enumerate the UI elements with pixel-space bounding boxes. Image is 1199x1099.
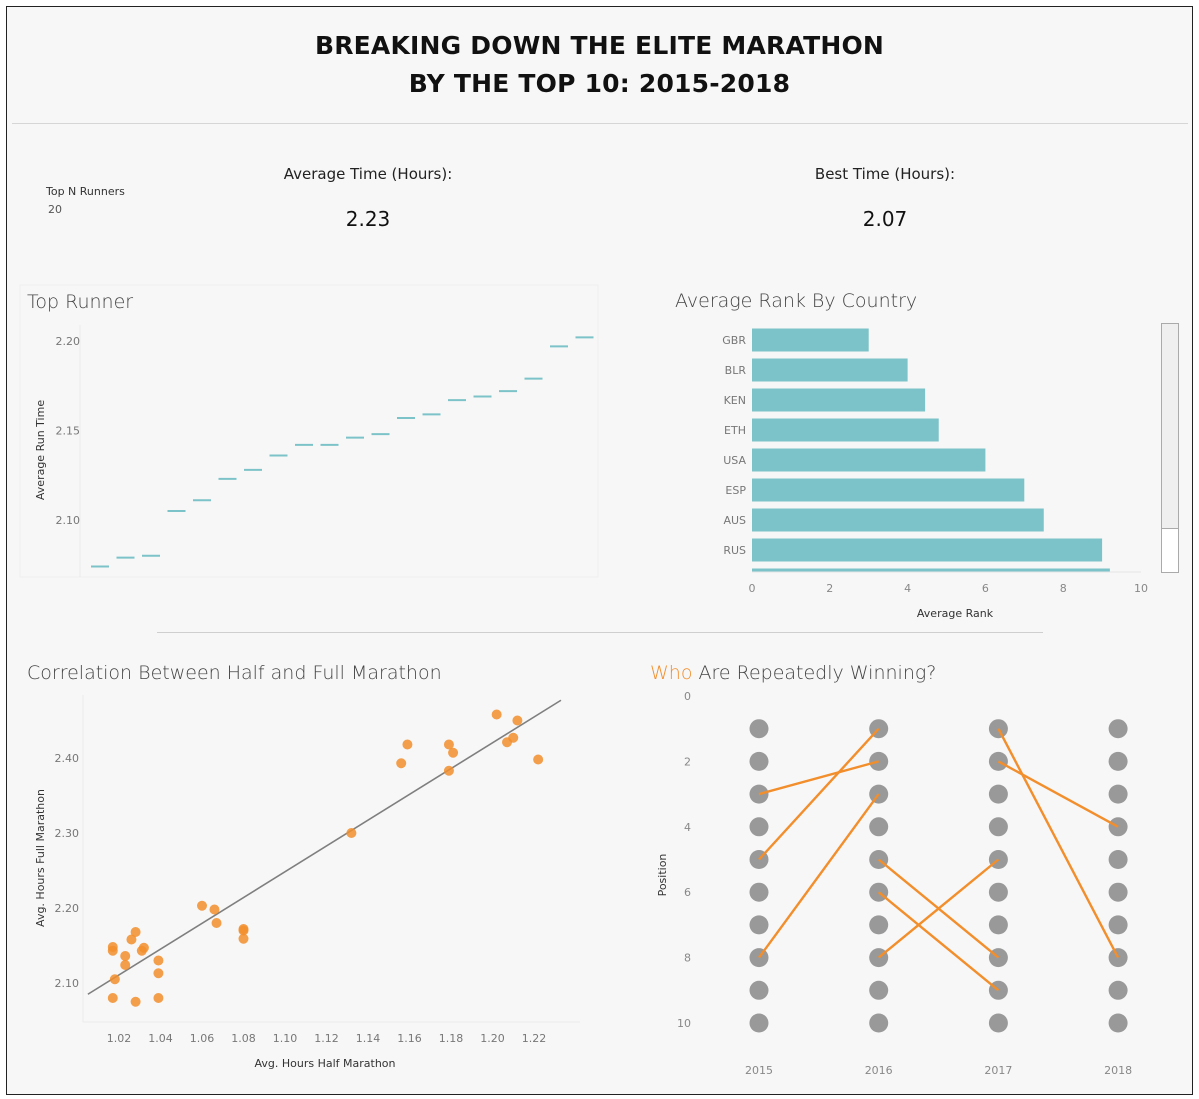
title-rest: Are Repeatedly Winning? <box>692 662 937 684</box>
dashboard-title-line2: BY THE TOP 10: 2015-2018 <box>408 69 791 98</box>
correlation-title: Correlation Between Half and Full Marath… <box>27 662 442 684</box>
best-time-label: Best Time (Hours): <box>814 165 956 183</box>
top-n-filter-value[interactable]: 20 <box>48 203 62 216</box>
divider <box>12 123 1188 124</box>
dashboard-title-line1: BREAKING DOWN THE ELITE MARATHON <box>314 31 885 60</box>
top-runner-title: Top Runner <box>27 291 134 313</box>
avg-time-value: 2.23 <box>345 207 391 231</box>
avg-time-label: Average Time (Hours): <box>283 165 453 183</box>
top-n-filter-label: Top N Runners <box>46 185 125 198</box>
divider <box>157 632 1043 633</box>
title-highlight: Who <box>650 662 693 684</box>
best-time-value: 2.07 <box>862 207 908 231</box>
avg-rank-title: Average Rank By Country <box>675 290 918 312</box>
scrollbar-thumb[interactable] <box>1162 528 1178 572</box>
repeat-winners-title: Who Are Repeatedly Winning? <box>650 662 936 684</box>
bar-chart-scrollbar[interactable] <box>1161 323 1179 573</box>
